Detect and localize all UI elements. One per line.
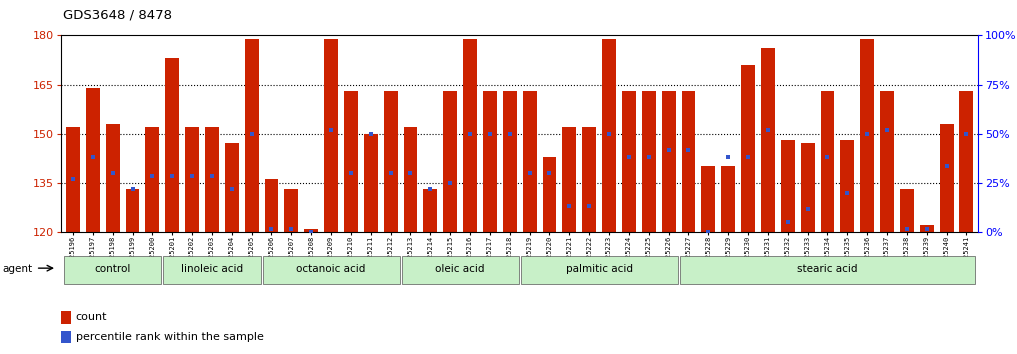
FancyBboxPatch shape xyxy=(164,256,260,284)
Bar xyxy=(443,91,457,232)
Bar xyxy=(940,124,954,232)
FancyBboxPatch shape xyxy=(521,256,677,284)
Bar xyxy=(423,189,437,232)
Bar xyxy=(860,39,874,232)
FancyBboxPatch shape xyxy=(64,256,162,284)
Bar xyxy=(919,225,934,232)
Bar xyxy=(642,91,656,232)
Bar xyxy=(145,127,160,232)
Text: percentile rank within the sample: percentile rank within the sample xyxy=(75,332,263,342)
FancyBboxPatch shape xyxy=(262,256,400,284)
Bar xyxy=(106,124,120,232)
Bar xyxy=(125,189,139,232)
Bar xyxy=(304,229,318,232)
FancyBboxPatch shape xyxy=(402,256,519,284)
Bar xyxy=(821,91,834,232)
Bar xyxy=(602,39,616,232)
Text: linoleic acid: linoleic acid xyxy=(181,264,243,274)
Bar xyxy=(205,127,219,232)
Bar xyxy=(741,65,755,232)
Bar xyxy=(781,140,794,232)
Bar xyxy=(721,166,735,232)
Bar xyxy=(502,91,517,232)
Bar xyxy=(582,127,596,232)
Text: stearic acid: stearic acid xyxy=(797,264,857,274)
Bar xyxy=(61,331,71,343)
Bar xyxy=(880,91,894,232)
Bar xyxy=(404,127,417,232)
Bar xyxy=(285,189,298,232)
Bar xyxy=(840,140,854,232)
Bar xyxy=(185,127,199,232)
Bar xyxy=(622,91,636,232)
Text: count: count xyxy=(75,312,107,322)
Text: oleic acid: oleic acid xyxy=(435,264,485,274)
Text: control: control xyxy=(95,264,131,274)
Bar xyxy=(761,48,775,232)
Bar xyxy=(662,91,675,232)
Bar xyxy=(959,91,973,232)
Bar xyxy=(61,311,71,324)
Text: octanoic acid: octanoic acid xyxy=(296,264,366,274)
Bar xyxy=(364,134,377,232)
Bar xyxy=(85,88,100,232)
Bar xyxy=(66,127,80,232)
Bar xyxy=(542,156,556,232)
Bar xyxy=(702,166,715,232)
Bar xyxy=(245,39,258,232)
Bar xyxy=(681,91,696,232)
Bar xyxy=(225,143,239,232)
Bar xyxy=(800,143,815,232)
Bar xyxy=(523,91,537,232)
Bar xyxy=(900,189,914,232)
FancyBboxPatch shape xyxy=(679,256,975,284)
Text: GDS3648 / 8478: GDS3648 / 8478 xyxy=(63,9,172,22)
Bar xyxy=(264,179,279,232)
Bar xyxy=(324,39,338,232)
Bar xyxy=(165,58,179,232)
Bar xyxy=(463,39,477,232)
Text: palmitic acid: palmitic acid xyxy=(565,264,633,274)
Text: agent: agent xyxy=(2,264,33,274)
Bar xyxy=(483,91,497,232)
Bar xyxy=(562,127,577,232)
Bar xyxy=(344,91,358,232)
Bar xyxy=(383,91,398,232)
